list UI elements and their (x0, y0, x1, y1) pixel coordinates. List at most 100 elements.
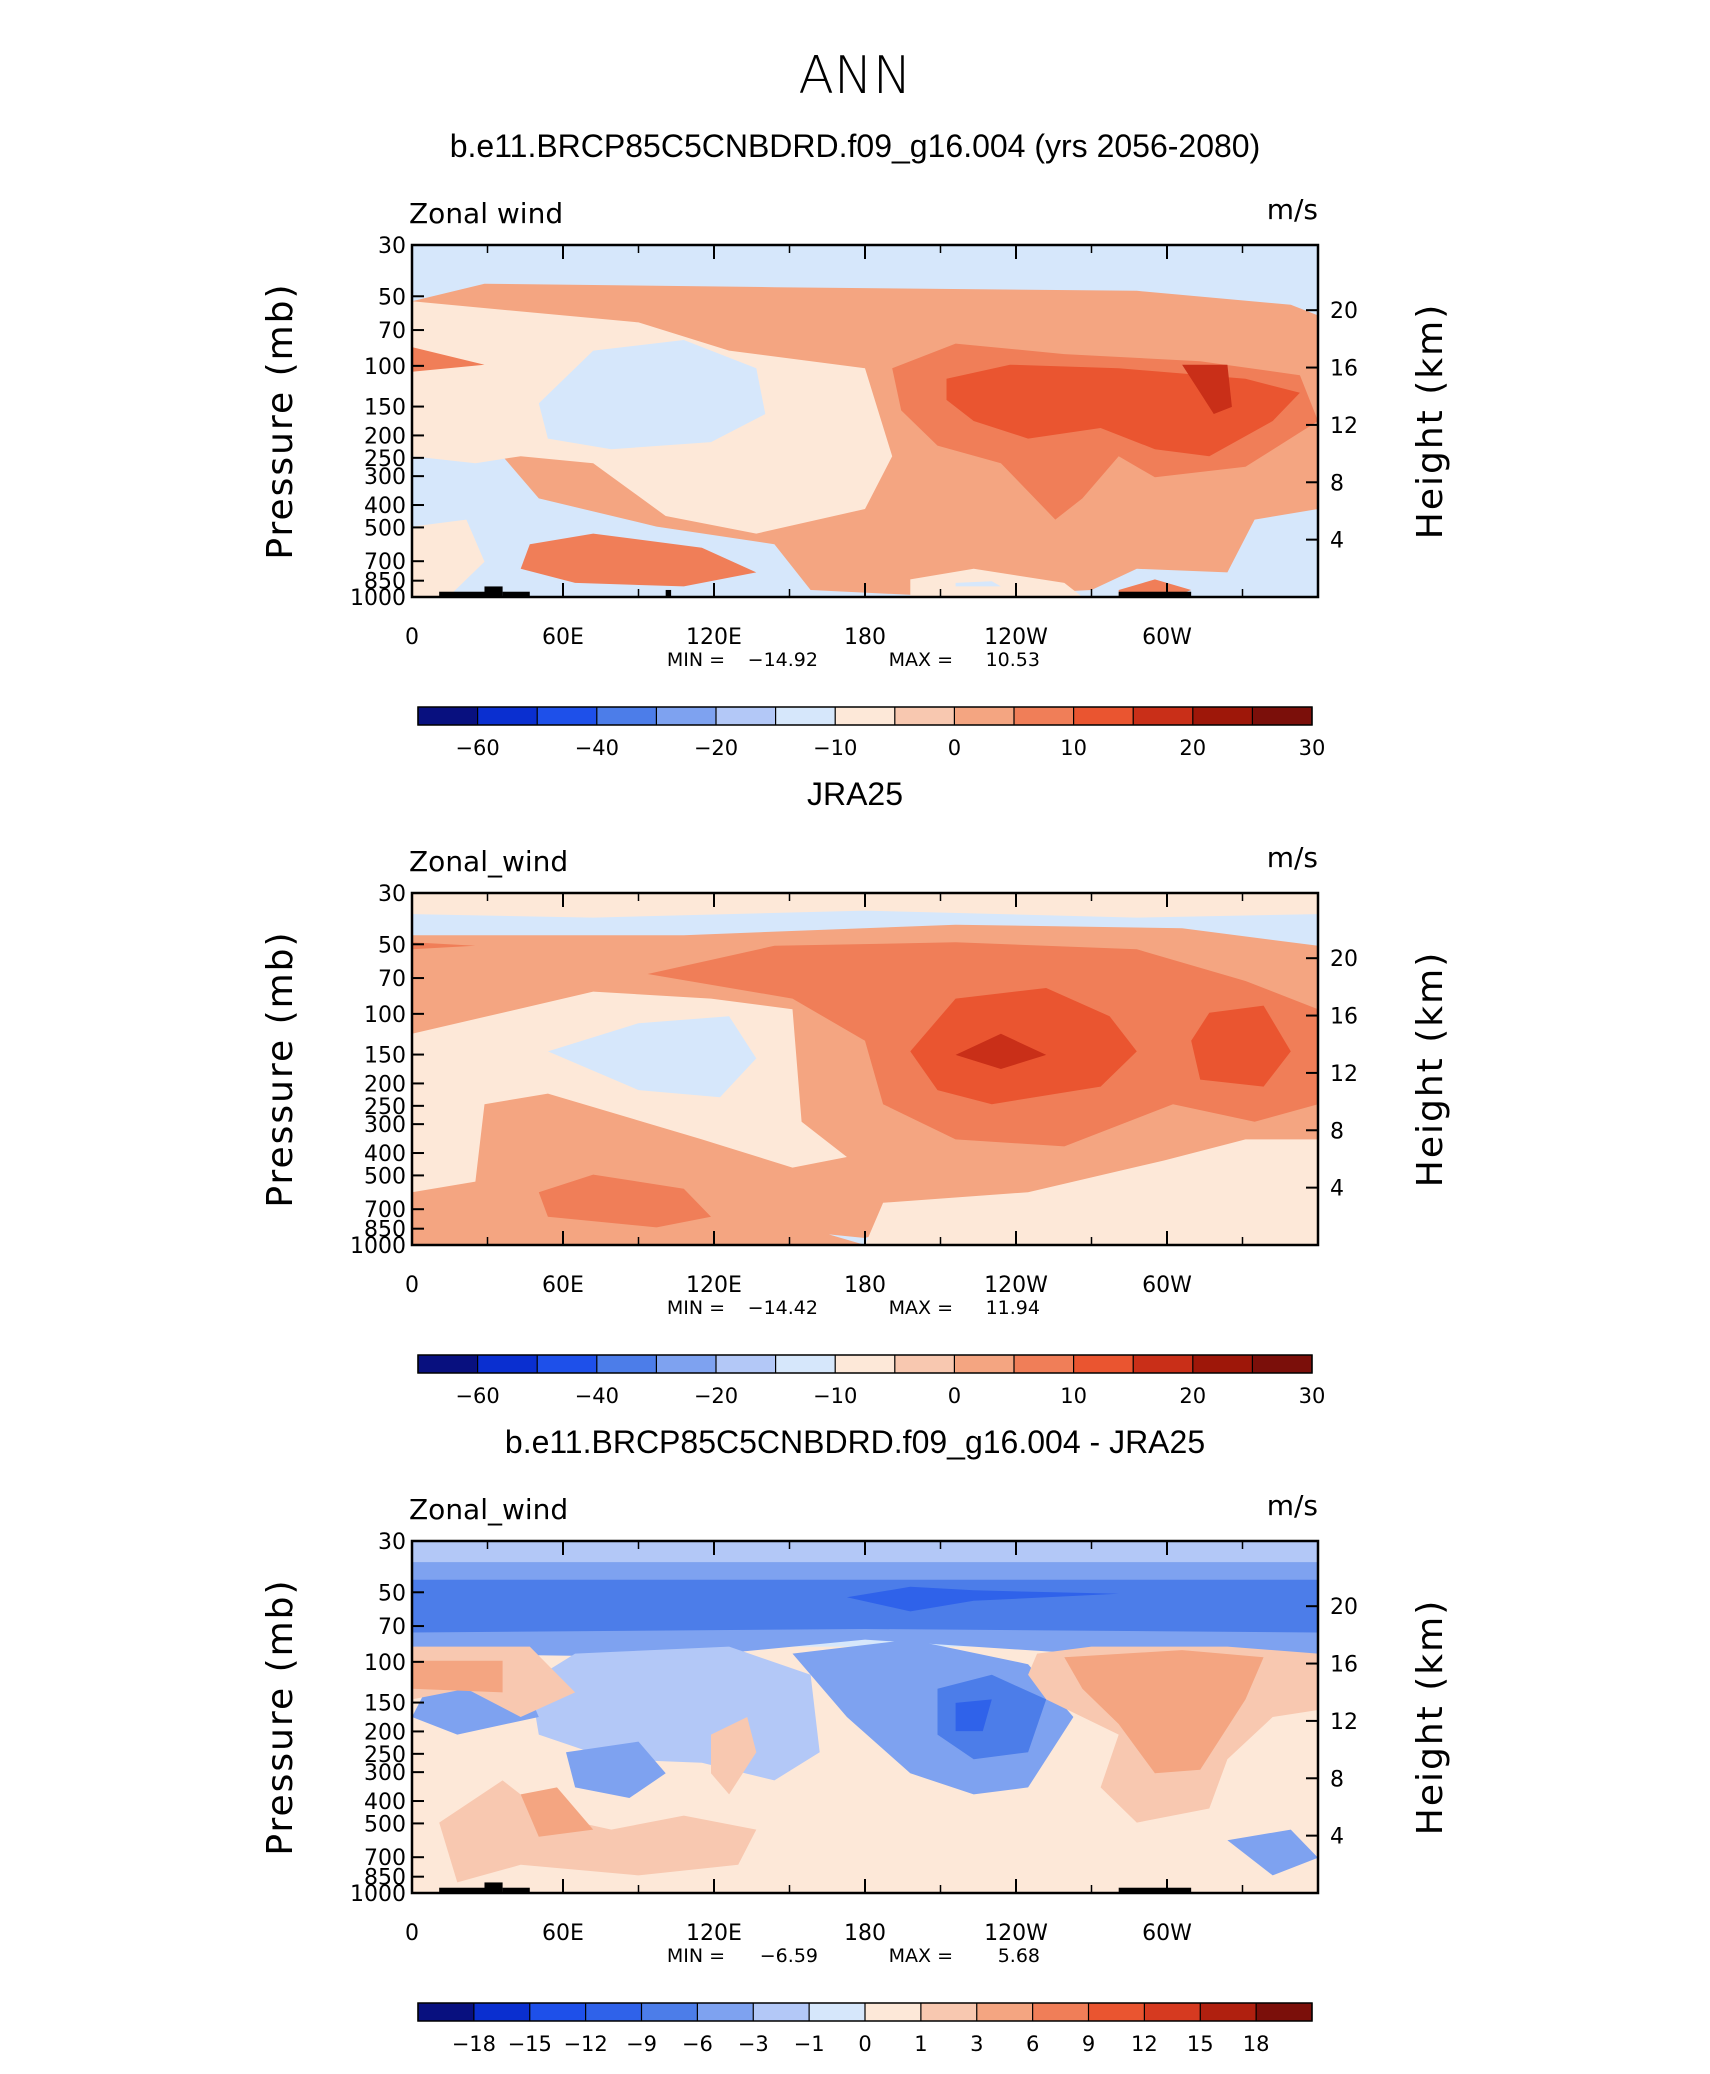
terrain-block-3 (502, 1887, 530, 1893)
colorbar-label: 12 (1131, 2032, 1158, 2056)
x-tick-label: 180 (844, 1921, 886, 1946)
x-tick-label: 180 (844, 1273, 886, 1298)
y-tick-label: 500 (364, 516, 406, 541)
y-tick-label: 30 (378, 1530, 406, 1555)
contour-field (412, 245, 1318, 597)
right-axis-title: Height (km) (1410, 951, 1451, 1187)
min-value: −6.59 (760, 1945, 818, 1967)
colorbar-swatch (1133, 707, 1194, 725)
variable-label: Zonal_wind (409, 845, 568, 878)
colorbar-label: −10 (813, 1384, 857, 1408)
y-tick-label: 100 (364, 355, 406, 380)
y-tick-label: 850 (364, 570, 406, 595)
right-tick-label: 16 (1330, 1653, 1358, 1678)
colorbar-swatch (537, 1355, 598, 1373)
colorbar-label: −18 (452, 2032, 496, 2056)
terrain-block-3 (502, 591, 530, 597)
colorbar-label: 3 (970, 2032, 983, 2056)
y-tick-label: 400 (364, 494, 406, 519)
min-value: −14.42 (748, 1297, 818, 1319)
right-tick-label: 12 (1330, 1710, 1358, 1735)
colorbar-swatch (1252, 707, 1313, 725)
right-tick-label: 4 (1330, 1825, 1344, 1850)
colorbar-swatch (1032, 2003, 1089, 2021)
contour-region-13 (412, 1660, 503, 1693)
right-axis-title: Height (km) (1410, 303, 1451, 539)
x-tick-label: 120W (984, 625, 1048, 650)
contour-region-5 (846, 1586, 1119, 1612)
colorbar-label: 0 (948, 1384, 961, 1408)
min-label: MIN = (667, 1297, 725, 1319)
terrain-block-2 (484, 586, 503, 597)
colorbar-label: 30 (1299, 1384, 1326, 1408)
y-axis-title: Pressure (mb) (260, 1578, 301, 1855)
x-tick-label: 120W (984, 1921, 1048, 1946)
contour-region-4 (412, 519, 485, 597)
colorbar-label: −40 (575, 1384, 619, 1408)
min-label: MIN = (667, 1945, 725, 1967)
colorbar-swatch (656, 1355, 717, 1373)
contour-field (412, 893, 1318, 1245)
terrain-block-1 (439, 1887, 494, 1893)
colorbar-label: 15 (1187, 2032, 1214, 2056)
contour-region-10 (1191, 1005, 1291, 1087)
max-label: MAX = (889, 1945, 953, 1967)
y-tick-label: 700 (364, 1846, 406, 1871)
page-title: ANN (798, 46, 911, 106)
units-label: m/s (1267, 1489, 1318, 1522)
colorbar-swatch (954, 707, 1015, 725)
y-tick-label: 500 (364, 1164, 406, 1189)
contour-region-8 (412, 942, 476, 950)
y-tick-label: 700 (364, 1198, 406, 1223)
colorbar-swatch (775, 707, 836, 725)
right-tick-label: 12 (1330, 1062, 1358, 1087)
colorbar-swatch (697, 2003, 754, 2021)
colorbar-swatch (1192, 707, 1253, 725)
contour-region-7 (792, 1639, 1074, 1795)
max-value: 10.53 (986, 649, 1040, 671)
variable-label: Zonal_wind (409, 1493, 568, 1526)
contour-region-9 (955, 1699, 992, 1732)
y-tick-label: 70 (378, 1615, 406, 1640)
colorbar-label: −3 (738, 2032, 769, 2056)
contour-region-4 (412, 1579, 1318, 1633)
y-tick-label: 850 (364, 1218, 406, 1243)
colorbar-label: −6 (682, 2032, 713, 2056)
x-tick-label: 60W (1142, 1921, 1192, 1946)
terrain-block-4 (1118, 1887, 1192, 1893)
colorbar-swatch (596, 1355, 657, 1373)
y-tick-label: 50 (378, 1581, 406, 1606)
contour-region-15 (1064, 1650, 1264, 1774)
max-value: 11.94 (986, 1297, 1040, 1319)
colorbar-swatch (835, 707, 896, 725)
x-tick-label: 0 (405, 625, 419, 650)
right-tick-label: 8 (1330, 1119, 1344, 1144)
x-tick-label: 120W (984, 1273, 1048, 1298)
x-tick-label: 120E (686, 1273, 742, 1298)
colorbar-swatch (775, 1355, 836, 1373)
contour-region-7 (538, 1174, 711, 1228)
x-tick-label: 0 (405, 1921, 419, 1946)
contour-region-18 (711, 1717, 757, 1795)
terrain-block-5 (1118, 591, 1192, 597)
y-tick-label: 50 (378, 933, 406, 958)
right-tick-label: 4 (1330, 1177, 1344, 1202)
y-tick-label: 200 (364, 1720, 406, 1745)
colorbar-swatch (894, 1355, 955, 1373)
colorbar-swatch (954, 1355, 1015, 1373)
colorbar-label: −20 (694, 736, 738, 760)
colorbar-swatch (1144, 2003, 1201, 2021)
colorbar-swatch (1252, 1355, 1313, 1373)
min-value: −14.92 (748, 649, 818, 671)
colorbar-label: 6 (1026, 2032, 1039, 2056)
right-tick-label: 20 (1330, 299, 1358, 324)
max-label: MAX = (889, 649, 953, 671)
units-label: m/s (1267, 193, 1318, 226)
colorbar-swatch (473, 2003, 531, 2021)
right-tick-label: 12 (1330, 414, 1358, 439)
colorbar-swatch (418, 1355, 479, 1373)
contour-region-5 (547, 1016, 757, 1098)
colorbar-swatch (1256, 2003, 1313, 2021)
units-label: m/s (1267, 841, 1318, 874)
